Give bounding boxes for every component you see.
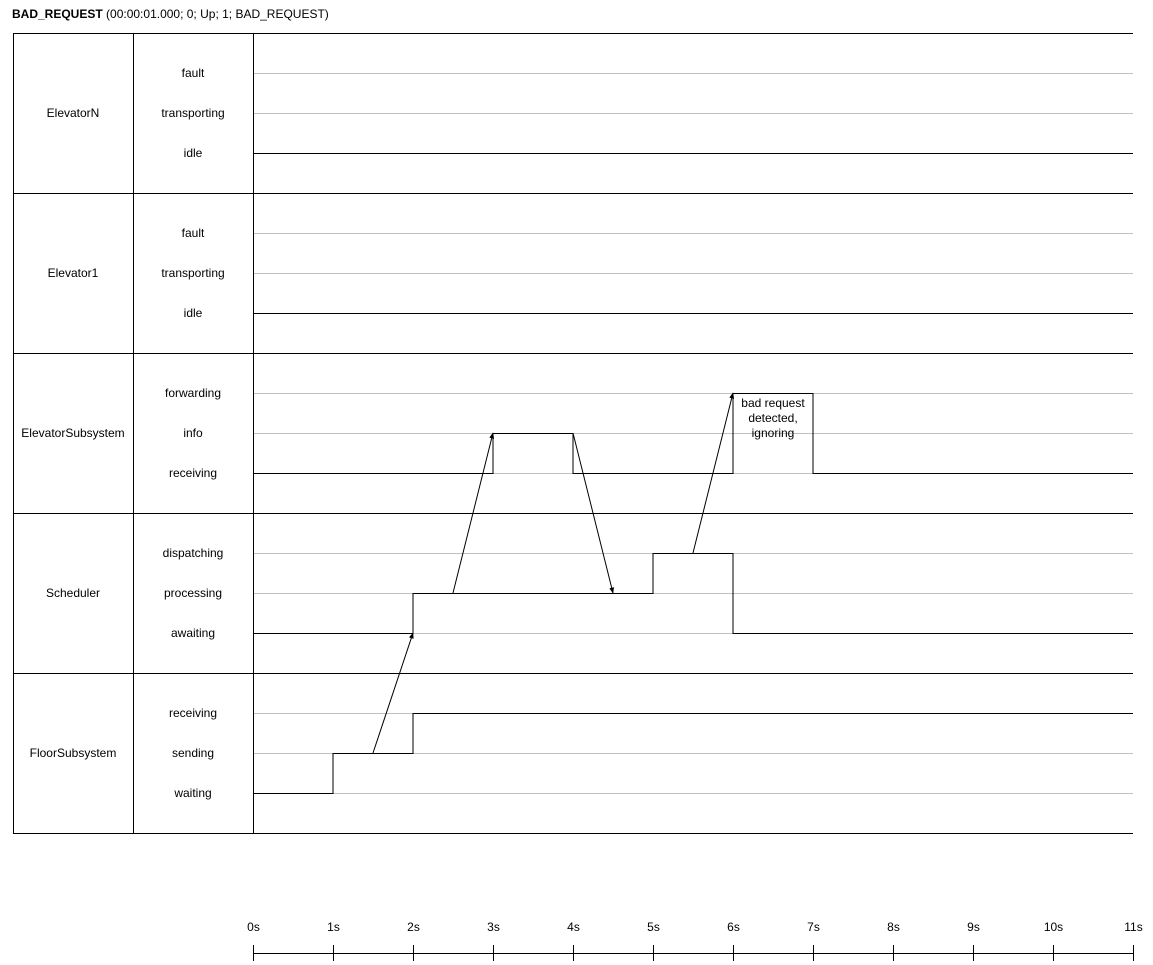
message-arrow [572,432,615,594]
lane-name: FloorSubsystem [30,746,117,760]
time-tick-label: 5s [647,920,660,934]
signal-waveform-FloorSubsystem [253,713,1133,794]
lane-name: Scheduler [46,586,100,600]
state-label: info [183,426,203,440]
state-label: idle [184,306,203,320]
state-label: sending [172,746,214,760]
time-tick-label: 1s [327,920,340,934]
lane-name: ElevatorSubsystem [21,426,124,440]
state-label: dispatching [163,546,224,560]
time-tick-label: 4s [567,920,580,934]
signal-waveform-ElevatorSubsystem [253,393,1133,474]
state-label: transporting [161,106,224,120]
title-name: BAD_REQUEST [12,7,103,21]
title-params: (00:00:01.000; 0; Up; 1; BAD_REQUEST) [106,7,329,21]
state-label: forwarding [165,386,221,400]
time-tick-label: 2s [407,920,420,934]
diagram-title: BAD_REQUEST (00:00:01.000; 0; Up; 1; BAD… [12,7,329,21]
state-label: awaiting [171,626,215,640]
state-label: idle [184,146,203,160]
time-tick-label: 3s [487,920,500,934]
state-label: fault [182,226,205,240]
annotation-text: detected, [748,411,797,425]
state-label: transporting [161,266,224,280]
time-tick-label: 7s [807,920,820,934]
state-label: processing [164,586,222,600]
time-tick-label: 0s [247,920,260,934]
state-label: waiting [173,786,211,800]
lane-name: ElevatorN [47,106,100,120]
time-tick-label: 10s [1044,920,1063,934]
annotation-text: bad request [741,396,805,410]
time-tick-label: 8s [887,920,900,934]
time-tick-label: 6s [727,920,740,934]
annotation-text: ignoring [752,426,795,440]
time-tick-label: 9s [967,920,980,934]
message-arrow [692,392,735,554]
lane-name: Elevator1 [48,266,99,280]
message-arrow [452,432,495,594]
message-arrow [372,632,414,754]
state-label: fault [182,66,205,80]
signal-waveform-Scheduler [253,553,1133,634]
state-label: receiving [169,706,217,720]
time-tick-label: 11s [1124,920,1142,934]
state-label: receiving [169,466,217,480]
